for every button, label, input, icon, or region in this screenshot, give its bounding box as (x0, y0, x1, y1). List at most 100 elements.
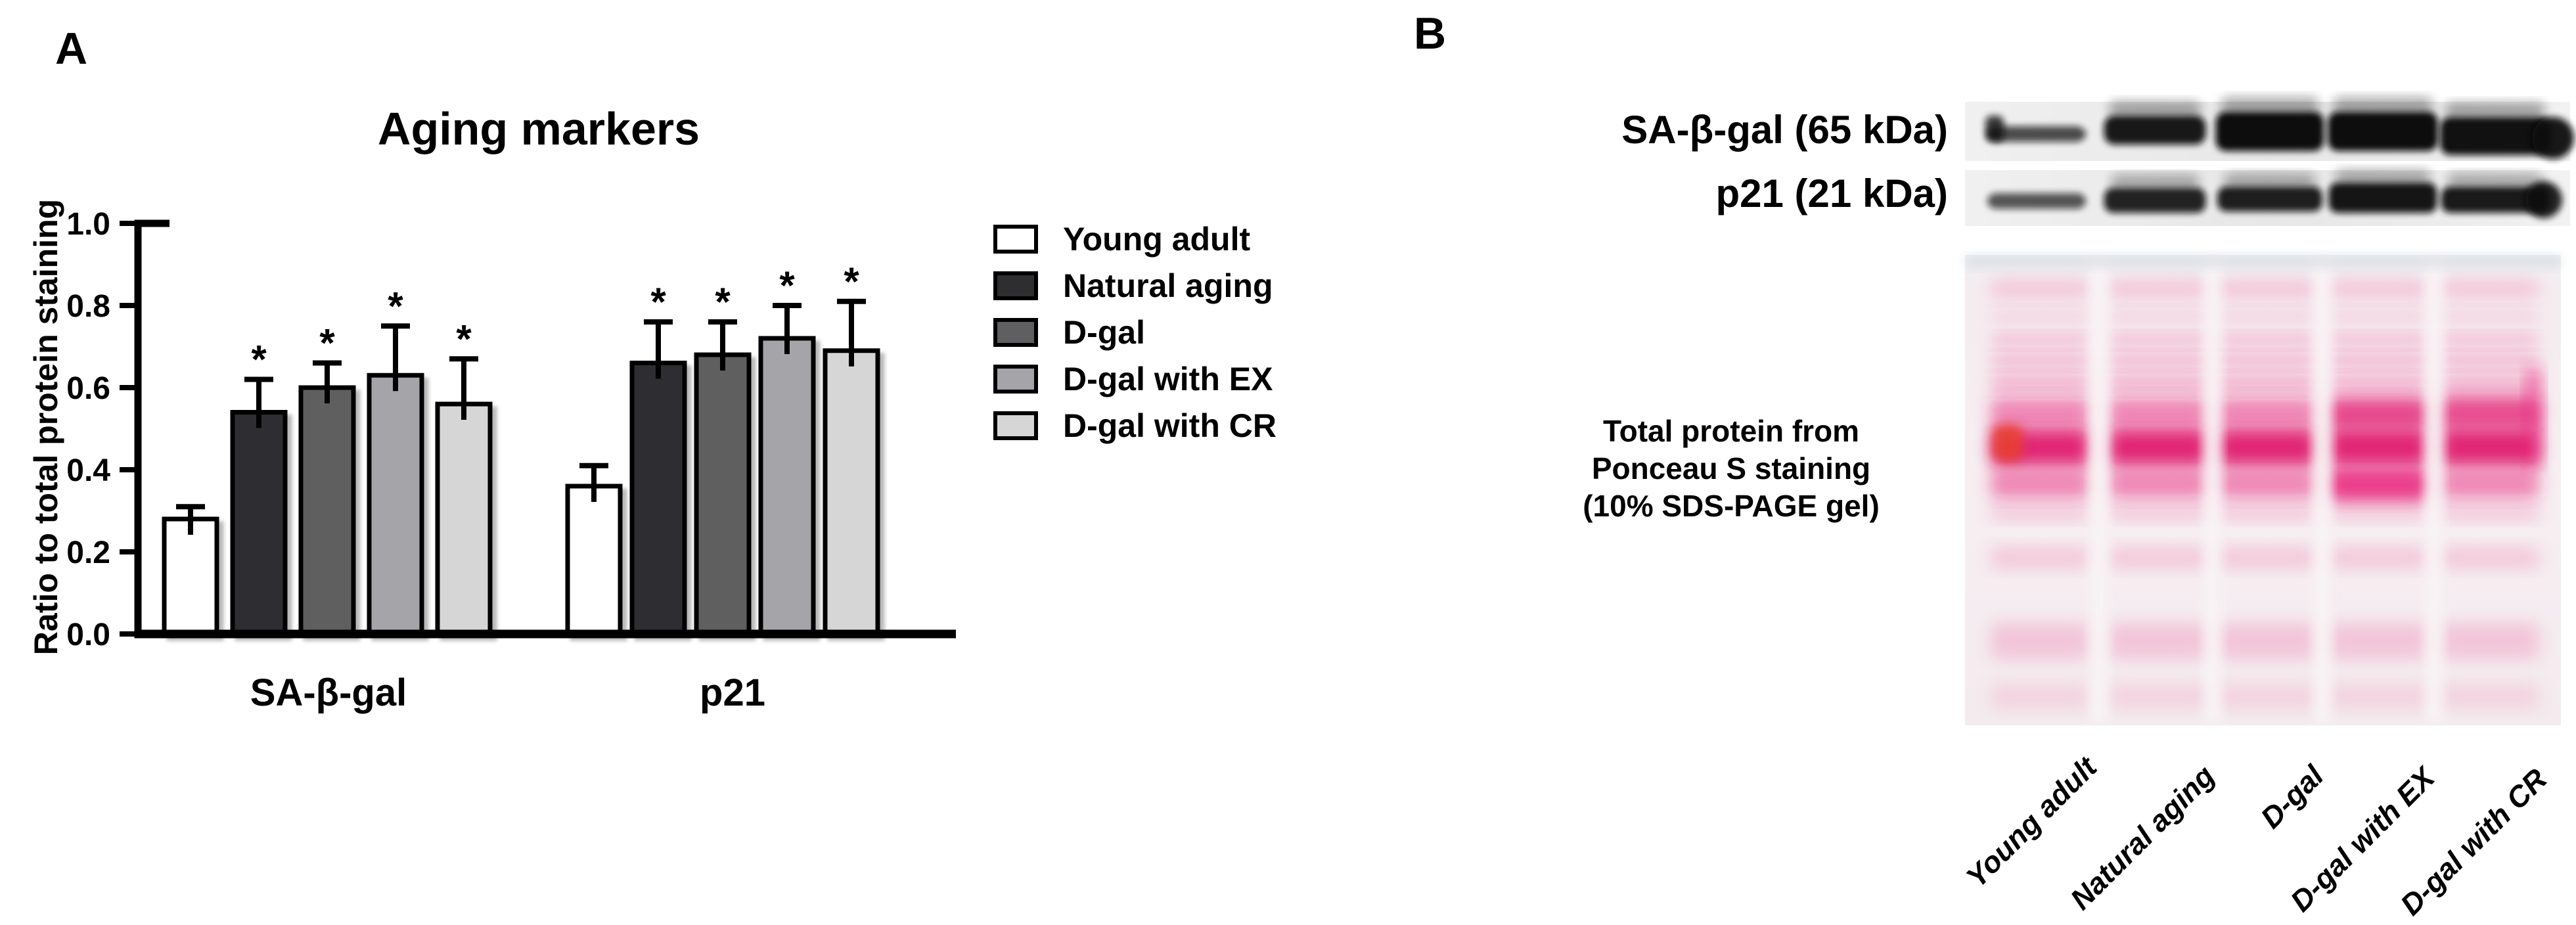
gel-band (1991, 374, 2089, 392)
y-axis-title: Ratio to total protein staining (28, 198, 64, 656)
gel-band (2109, 547, 2207, 569)
bar (629, 361, 687, 637)
gel-band (2441, 279, 2539, 300)
blot-band (2217, 187, 2322, 212)
gel-lane-gap (2426, 258, 2443, 723)
gel-band (1991, 309, 2089, 325)
legend-swatch-d-gal-with-ex (993, 365, 1038, 394)
significance-asterisk: * (319, 321, 335, 365)
legend-swatch-d-gal-with-cr (993, 411, 1038, 440)
blot-band-smear (2333, 97, 2433, 113)
legend-label: Natural aging (1063, 267, 1273, 304)
gel-band (2329, 683, 2428, 710)
gel-band (2441, 683, 2539, 710)
y-tick-label: 0.6 (66, 371, 110, 406)
gel-band (1991, 334, 2089, 347)
gel-band (2217, 334, 2316, 347)
gel-band (1991, 279, 2089, 300)
blot-label-sa-b-gal: SA-β-gal (65 kDa) (1621, 108, 1948, 152)
gel-band-accent (2441, 397, 2539, 430)
gel-band (2217, 374, 2316, 392)
blot-band (2104, 188, 2206, 213)
bar (823, 348, 880, 637)
gel-band-accent (2329, 399, 2428, 430)
legend-label: D-gal with CR (1063, 407, 1277, 444)
gel-top-edge (1965, 255, 2561, 268)
gel-band-accent (2329, 469, 2428, 501)
gel-band (2441, 547, 2539, 569)
bar (162, 516, 219, 637)
gel-band (1991, 353, 2089, 368)
legend-item-young-adult: Young adult (993, 221, 1277, 258)
gel-band (1991, 398, 2089, 427)
gel-band (1991, 547, 2089, 569)
y-tick-label: 0.0 (66, 618, 110, 652)
bar (565, 484, 623, 637)
gel-band (2217, 623, 2316, 660)
gel-band (2441, 374, 2539, 392)
blot-band (2215, 112, 2324, 151)
bar-chart-plot: * * * * * * * * 0.0 0.2 0.4 0.6 0.8 1.0 (66, 207, 956, 652)
blot-band-blob (2532, 117, 2574, 159)
blot-band-smear (2447, 173, 2543, 188)
bar (694, 352, 752, 637)
blot-band-smear (2224, 173, 2316, 188)
panel-b-label: B (1414, 9, 1447, 58)
gel-band (2109, 279, 2207, 300)
gel-lane-gap (2090, 258, 2108, 723)
significance-asterisk: * (251, 338, 267, 382)
gel-band (2217, 309, 2316, 325)
gel-band (2109, 398, 2207, 427)
blot-band (2328, 183, 2437, 213)
blot-band (2441, 187, 2550, 213)
gel-band (2441, 353, 2539, 368)
significance-asterisk: * (779, 263, 795, 307)
gel-band (2109, 428, 2207, 466)
gel-band (2217, 547, 2316, 569)
blot-band (1987, 126, 2086, 142)
gel-band (2217, 683, 2316, 710)
gel-band (2329, 279, 2428, 300)
blot-band (2104, 116, 2206, 145)
significance-asterisk: * (844, 259, 859, 304)
gel-band (2329, 334, 2428, 347)
gel-band (2441, 623, 2539, 660)
gel-band (1991, 683, 2089, 710)
gel-band (2217, 503, 2316, 520)
bar (435, 401, 493, 637)
gel-band (2109, 353, 2207, 368)
gel-band (2217, 353, 2316, 368)
gel-band (2217, 279, 2316, 300)
x-group-label-p21: p21 (700, 671, 765, 714)
gel-band (2109, 623, 2207, 660)
gel-red-spot (1993, 424, 2023, 461)
gel-band (2329, 353, 2428, 368)
bar (298, 385, 356, 637)
y-tick-label: 1.0 (66, 207, 110, 242)
gel-lane-gap (2314, 258, 2331, 723)
legend-item-d-gal-with-cr: D-gal with CR (993, 407, 1277, 444)
bar (758, 336, 816, 637)
legend-item-natural-aging: Natural aging (993, 267, 1277, 304)
y-tick-label: 0.4 (66, 453, 110, 488)
significance-asterisk: * (715, 280, 731, 324)
blot-band (2328, 112, 2438, 151)
chart-title: Aging markers (377, 103, 700, 154)
gel-band (2441, 309, 2539, 325)
gel-caption-line-3: (10% SDS-PAGE gel) (1583, 489, 1880, 523)
gel-band (1991, 623, 2089, 660)
gel-band (2217, 428, 2316, 466)
panel-a-label: A (55, 24, 88, 74)
gel-band (2109, 683, 2207, 710)
gel-band (2441, 334, 2539, 347)
legend-label: D-gal (1063, 314, 1145, 351)
gel-band (1991, 470, 2089, 498)
significance-asterisk: * (388, 284, 403, 328)
blot-band-smear (2335, 169, 2431, 184)
blot-band-smear (2110, 175, 2200, 189)
gel-band (2109, 334, 2207, 347)
gel-caption-line-1: Total protein from (1602, 414, 1860, 448)
x-group-label-sa-b-gal: SA-β-gal (250, 671, 407, 714)
